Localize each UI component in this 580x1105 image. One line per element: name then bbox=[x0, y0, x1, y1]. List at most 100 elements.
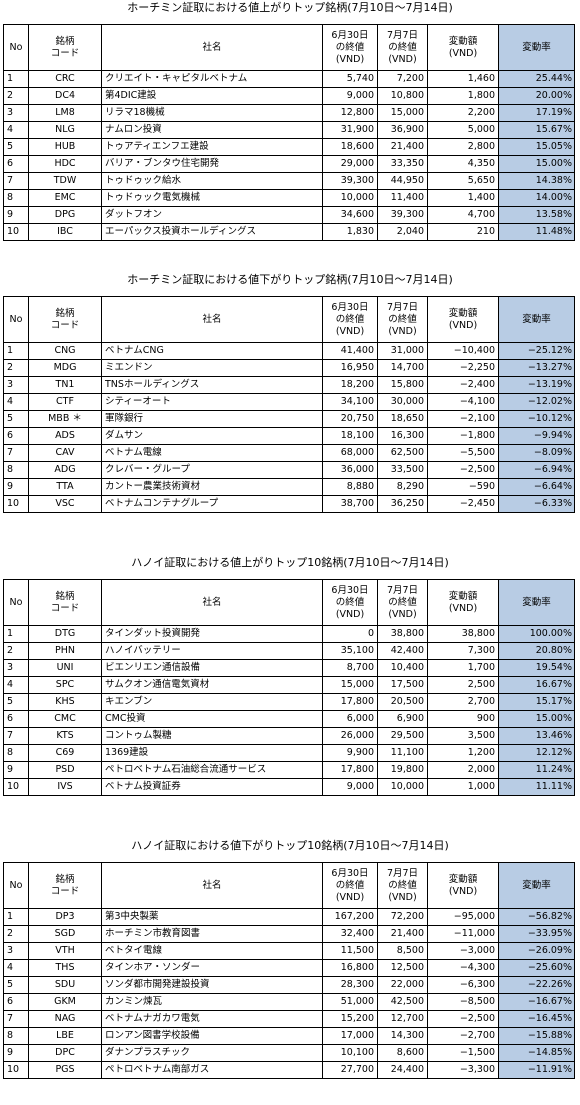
company-name: ソンダ都市開発建設投資 bbox=[101, 976, 323, 994]
header-close-jul7-text: 7月7日 bbox=[386, 584, 419, 596]
header-name-text: 社名 bbox=[202, 596, 222, 608]
close-jun30: 18,600 bbox=[322, 138, 378, 156]
row-number: 3 bbox=[3, 376, 29, 394]
table-row: 3 VTH ベトタイ電線 11,500 8,500 −3,000 −26.09% bbox=[3, 942, 575, 960]
row-number: 6 bbox=[3, 155, 29, 173]
stock-code: KHS bbox=[28, 693, 102, 711]
header-change-text: (VND) bbox=[448, 885, 478, 897]
close-jul7: 30,000 bbox=[377, 393, 428, 411]
header-change: 変動額 (VND) bbox=[427, 296, 499, 343]
header-code: 銘柄 コード bbox=[28, 579, 102, 626]
close-jul7: 42,500 bbox=[377, 993, 428, 1011]
row-number: 2 bbox=[3, 925, 29, 943]
row-number: 6 bbox=[3, 710, 29, 728]
stock-code: SPC bbox=[28, 676, 102, 694]
company-name: エーパックス投資ホールディングス bbox=[101, 223, 323, 241]
header-change-text: 変動額 bbox=[448, 873, 478, 885]
table-row: 10 IVS ベトナム投資証券 9,000 10,000 1,000 11.11% bbox=[3, 778, 575, 796]
table-row: 2 MDG ミエンドン 16,950 14,700 −2,250 −13.27% bbox=[3, 359, 575, 377]
close-jul7: 12,500 bbox=[377, 959, 428, 977]
header-close-jul7: 7月7日 の終値 (VND) bbox=[377, 579, 428, 626]
change-amount: 1,400 bbox=[427, 189, 499, 207]
header-close-jul7: 7月7日 の終値 (VND) bbox=[377, 24, 428, 71]
close-jul7: 16,300 bbox=[377, 427, 428, 445]
header-close-jun30-text: 6月30日 bbox=[331, 29, 369, 41]
close-jun30: 34,100 bbox=[322, 393, 378, 411]
header-close-jun30-text: (VND) bbox=[335, 325, 365, 337]
stock-code: PGS bbox=[28, 1061, 102, 1079]
header-close-jul7-text: (VND) bbox=[388, 608, 417, 620]
close-jun30: 0 bbox=[322, 625, 378, 643]
change-rate: −15.88% bbox=[498, 1027, 575, 1045]
close-jul7: 14,700 bbox=[377, 359, 428, 377]
stock-code: KTS bbox=[28, 727, 102, 745]
change-rate: −33.95% bbox=[498, 925, 575, 943]
stock-code: LM8 bbox=[28, 104, 102, 122]
section-title: ハノイ証取における値下がりトップ10銘柄(7月10日～7月14日) bbox=[131, 839, 449, 852]
header-rate: 変動率 bbox=[498, 24, 575, 71]
header-name-text: 社名 bbox=[202, 313, 222, 325]
company-name: 1369建設 bbox=[101, 744, 323, 762]
change-rate: −25.60% bbox=[498, 959, 575, 977]
close-jul7: 17,500 bbox=[377, 676, 428, 694]
company-name: ベトナムナガカワ電気 bbox=[101, 1010, 323, 1028]
table-row: 10 IBC エーパックス投資ホールディングス 1,830 2,040 210 11.48% bbox=[3, 223, 575, 241]
close-jul7: 20,500 bbox=[377, 693, 428, 711]
header-row: No 銘柄 コード 社名 6月30日 の終値 (VND) 7月7日 の終値 (VND) 変動額 (VN… bbox=[3, 579, 575, 626]
close-jun30: 9,900 bbox=[322, 744, 378, 762]
company-name: クリエイト・キャピタルベトナム bbox=[101, 70, 323, 88]
change-rate: −12.02% bbox=[498, 393, 575, 411]
close-jul7: 42,400 bbox=[377, 642, 428, 660]
ranking-table: No 銘柄 コード 社名 6月30日 の終値 (VND) 7月7日 の終値 (VND) 変動額 (VN… bbox=[3, 579, 575, 796]
stock-code: LBE bbox=[28, 1027, 102, 1045]
header-rate-text: 変動率 bbox=[522, 596, 551, 608]
change-amount: 1,460 bbox=[427, 70, 499, 88]
close-jul7: 10,400 bbox=[377, 659, 428, 677]
row-number: 7 bbox=[3, 727, 29, 745]
close-jul7: 24,400 bbox=[377, 1061, 428, 1079]
ranking-table: No 銘柄 コード 社名 6月30日 の終値 (VND) 7月7日 の終値 (VND) 変動額 (VN… bbox=[3, 862, 575, 1079]
change-rate: 16.67% bbox=[498, 676, 575, 694]
company-name: ロンアン図書学校設備 bbox=[101, 1027, 323, 1045]
company-name: リラマ18機械 bbox=[101, 104, 323, 122]
company-name: ペトロベトナム南部ガス bbox=[101, 1061, 323, 1079]
header-no-text: No bbox=[9, 41, 23, 53]
table-row: 8 EMC トゥドゥック電気機械 10,000 11,400 1,400 14.00% bbox=[3, 189, 575, 207]
close-jun30: 5,740 bbox=[322, 70, 378, 88]
change-rate: −14.85% bbox=[498, 1044, 575, 1062]
close-jun30: 36,000 bbox=[322, 461, 378, 479]
change-rate: −26.09% bbox=[498, 942, 575, 960]
close-jun30: 167,200 bbox=[322, 908, 378, 926]
change-rate: −16.45% bbox=[498, 1010, 575, 1028]
company-name: ベトナムコンテナグループ bbox=[101, 495, 323, 513]
row-number: 10 bbox=[3, 495, 29, 513]
table-row: 8 ADG クレバー・グループ 36,000 33,500 −2,500 −6.94% bbox=[3, 461, 575, 479]
table-row: 2 SGD ホーチミン市教育図書 32,400 21,400 −11,000 −33.95% bbox=[3, 925, 575, 943]
close-jun30: 18,100 bbox=[322, 427, 378, 445]
stock-code: DC4 bbox=[28, 87, 102, 105]
close-jul7: 8,500 bbox=[377, 942, 428, 960]
close-jul7: 6,900 bbox=[377, 710, 428, 728]
section-title: ホーチミン証取における値下がりトップ銘柄(7月10日～7月14日) bbox=[127, 273, 453, 286]
header-no: No bbox=[3, 296, 29, 343]
header-code: 銘柄 コード bbox=[28, 24, 102, 71]
company-name: ダットフオン bbox=[101, 206, 323, 224]
header-rate: 変動率 bbox=[498, 579, 575, 626]
close-jun30: 51,000 bbox=[322, 993, 378, 1011]
close-jun30: 10,000 bbox=[322, 189, 378, 207]
header-close-jun30-text: の終値 bbox=[335, 879, 365, 891]
close-jun30: 8,700 bbox=[322, 659, 378, 677]
close-jul7: 18,650 bbox=[377, 410, 428, 428]
stock-code: CNG bbox=[28, 342, 102, 360]
close-jun30: 41,400 bbox=[322, 342, 378, 360]
table-row: 9 DPG ダットフオン 34,600 39,300 4,700 13.58% bbox=[3, 206, 575, 224]
change-rate: −16.67% bbox=[498, 993, 575, 1011]
stock-code: CMC bbox=[28, 710, 102, 728]
close-jun30: 38,700 bbox=[322, 495, 378, 513]
header-code-text: コード bbox=[50, 602, 80, 614]
header-close-jun30: 6月30日 の終値 (VND) bbox=[322, 296, 378, 343]
header-change: 変動額 (VND) bbox=[427, 862, 499, 909]
company-name: キエンブン bbox=[101, 693, 323, 711]
table-row: 10 PGS ペトロベトナム南部ガス 27,700 24,400 −3,300 −11.91… bbox=[3, 1061, 575, 1079]
close-jun30: 9,000 bbox=[322, 778, 378, 796]
